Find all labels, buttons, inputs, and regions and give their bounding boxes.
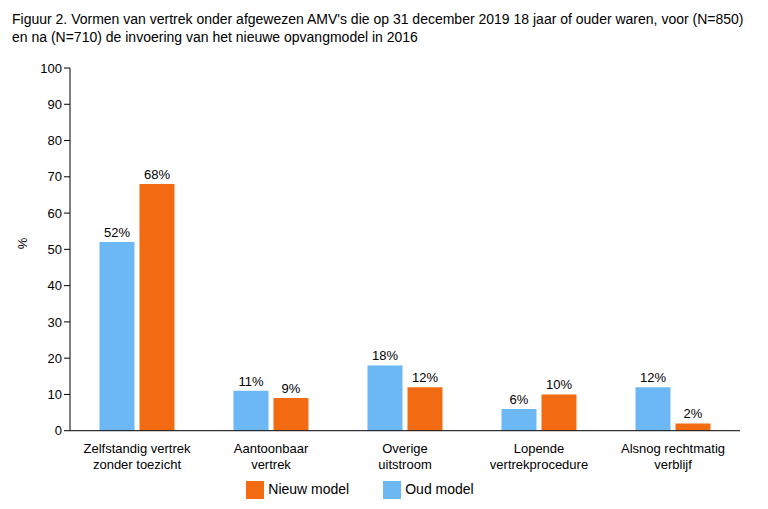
svg-text:10: 10 bbox=[48, 387, 62, 402]
svg-text:70: 70 bbox=[48, 169, 62, 184]
svg-text:40: 40 bbox=[48, 278, 62, 293]
svg-text:80: 80 bbox=[48, 133, 62, 148]
svg-text:2%: 2% bbox=[684, 406, 703, 421]
svg-text:9%: 9% bbox=[282, 381, 301, 396]
svg-text:Alsnog rechtmatigverblijf: Alsnog rechtmatigverblijf bbox=[621, 441, 725, 472]
html-text:Figuur 2. Vormen van vertrek o: Figuur 2. Vormen van vertrek onder afgew… bbox=[12, 11, 744, 45]
html-text:Nieuw model: Nieuw model bbox=[268, 480, 350, 497]
svg-text:%: % bbox=[15, 237, 30, 249]
svg-text:12%: 12% bbox=[412, 370, 438, 385]
svg-text:Overigeuitstroom: Overigeuitstroom bbox=[378, 441, 431, 472]
svg-text:0: 0 bbox=[55, 423, 62, 438]
svg-text:11%: 11% bbox=[238, 374, 263, 389]
svg-text:30: 30 bbox=[48, 315, 62, 330]
svg-text:6%: 6% bbox=[510, 392, 529, 407]
html-text:Oud model: Oud model bbox=[405, 480, 474, 497]
svg-text:Aantoonbaarvertrek: Aantoonbaarvertrek bbox=[234, 441, 309, 472]
svg-text:10%: 10% bbox=[546, 377, 572, 392]
svg-text:60: 60 bbox=[48, 206, 62, 221]
svg-text:52%: 52% bbox=[104, 225, 130, 240]
svg-text:Lopendevertrekprocedure: Lopendevertrekprocedure bbox=[490, 441, 588, 472]
svg-text:68%: 68% bbox=[144, 167, 170, 182]
svg-text:20: 20 bbox=[48, 351, 62, 366]
svg-text:50: 50 bbox=[48, 242, 62, 257]
svg-text:12%: 12% bbox=[640, 370, 666, 385]
svg-text:90: 90 bbox=[48, 97, 62, 112]
svg-text:Zelfstandig vertrekzonder toez: Zelfstandig vertrekzonder toezicht bbox=[84, 441, 191, 472]
svg-text:18%: 18% bbox=[372, 348, 398, 363]
svg-text:100: 100 bbox=[40, 61, 62, 76]
